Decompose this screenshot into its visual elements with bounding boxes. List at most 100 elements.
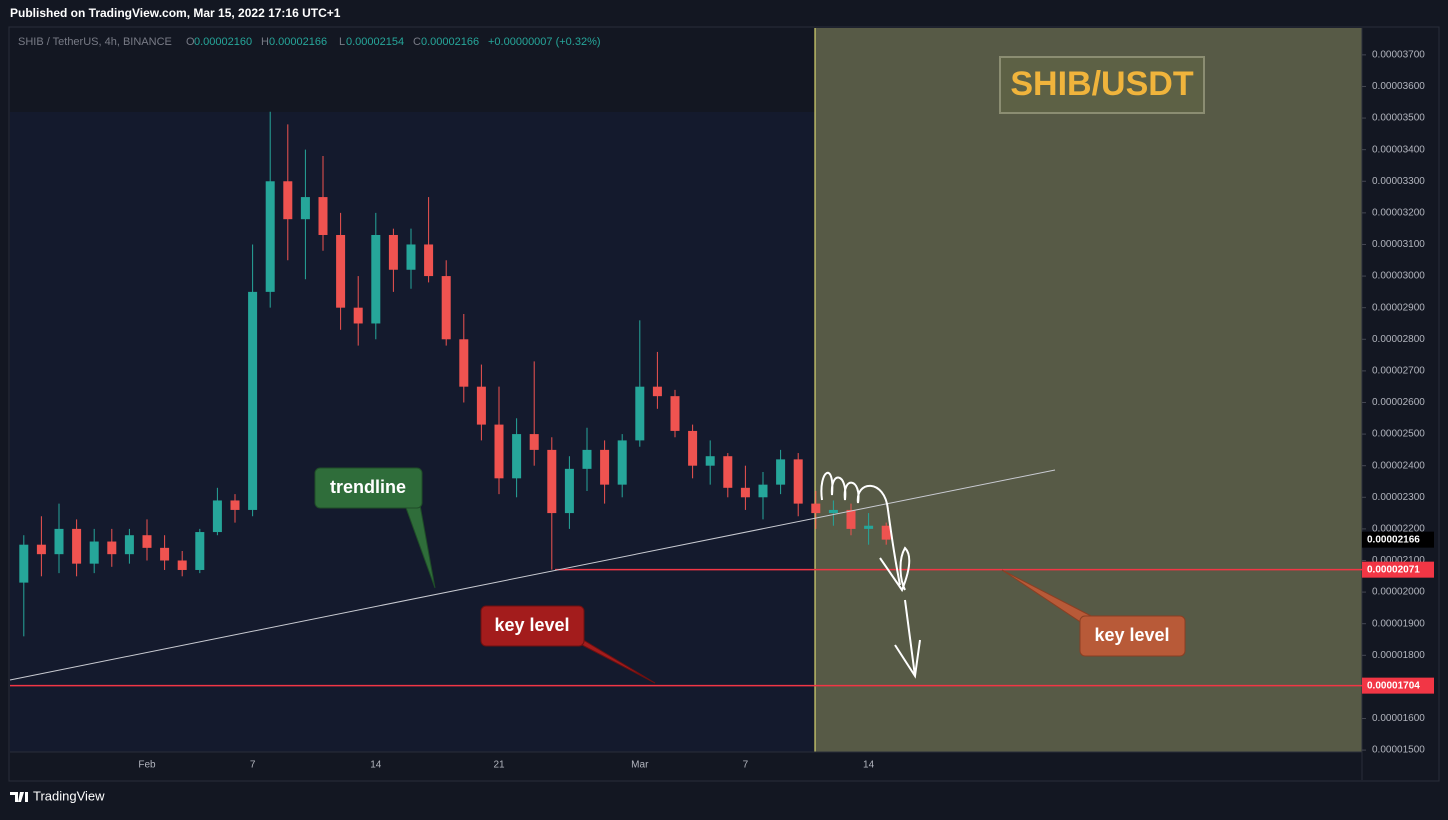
candle-body	[36, 544, 46, 555]
x-tick-label: 14	[370, 760, 382, 771]
legend-value: 0.00002166	[269, 36, 327, 48]
y-tick-label: 0.00002400	[1372, 460, 1425, 471]
x-tick-label: Mar	[631, 760, 649, 771]
candle-body	[828, 509, 838, 514]
candle-body	[758, 484, 768, 498]
price-label-bg	[1362, 531, 1434, 548]
candle-body	[476, 386, 486, 425]
y-tick-label: 0.00002000	[1372, 587, 1425, 598]
candle-body	[512, 434, 522, 479]
title: SHIB/USDT	[1010, 65, 1193, 103]
callout-text: trendline	[330, 477, 406, 497]
candle-body	[617, 440, 627, 485]
price-label: 0.00001704	[1367, 680, 1420, 691]
candle-body	[195, 532, 205, 570]
candle-body	[600, 449, 610, 485]
x-tick-label: 7	[250, 760, 256, 771]
candle-body	[177, 560, 187, 570]
pane-top	[10, 28, 815, 112]
candle-body	[547, 449, 557, 514]
legend-key: O	[186, 36, 195, 48]
x-tick-label: 14	[863, 760, 875, 771]
price-label-bg	[1362, 561, 1434, 578]
y-tick-label: 0.00002200	[1372, 524, 1425, 535]
candle-body	[19, 544, 29, 583]
candle-body	[336, 234, 346, 308]
y-tick-label: 0.00003700	[1372, 50, 1425, 61]
candle-body	[248, 291, 258, 510]
candle-body	[160, 547, 170, 561]
legend-value: 0.00002160	[194, 36, 252, 48]
candle-body	[846, 509, 856, 529]
candle-body	[776, 459, 786, 485]
candle-body	[388, 234, 398, 270]
candle-body	[723, 456, 733, 488]
y-tick-label: 0.00002900	[1372, 302, 1425, 313]
y-tick-label: 0.00002500	[1372, 429, 1425, 440]
trendline	[9, 469, 1056, 681]
title-box	[999, 56, 1205, 114]
y-tick-label: 0.00003100	[1372, 239, 1425, 250]
callout-text: key level	[1094, 625, 1169, 645]
candle-body	[353, 307, 363, 324]
legend: SHIB / TetherUS, 4h, BINANCE O 0.0000216…	[18, 36, 601, 48]
callout	[1079, 615, 1186, 657]
legend-value: 0.00002154	[346, 36, 404, 48]
sketch-arrow	[894, 599, 921, 679]
candle-body	[740, 487, 750, 498]
legend-change: +0.00000007 (+0.32%)	[488, 36, 601, 48]
price-label: 0.00002071	[1367, 564, 1420, 575]
legend-value: 0.00002166	[421, 36, 479, 48]
candle-body	[424, 244, 434, 277]
sketch	[879, 546, 911, 593]
candle-body	[230, 500, 240, 510]
candle-body	[265, 181, 275, 292]
callout-text: key level	[494, 615, 569, 635]
legend-symbol: SHIB / TetherUS, 4h, BINANCE	[18, 36, 172, 48]
y-tick-label: 0.00001600	[1372, 713, 1425, 724]
candle-body	[300, 197, 310, 220]
y-tick-label: 0.00001900	[1372, 618, 1425, 629]
candle-body	[318, 197, 328, 235]
candle-body	[89, 541, 99, 564]
y-tick-label: 0.00003600	[1372, 81, 1425, 92]
candle-body	[459, 339, 469, 387]
y-tick-label: 0.00001500	[1372, 745, 1425, 756]
brand: TradingView	[10, 788, 105, 803]
price-label-bg	[1362, 677, 1434, 694]
candle-body	[212, 500, 222, 533]
callout	[480, 605, 585, 647]
sketch	[820, 472, 901, 586]
x-tick-label: Feb	[138, 760, 156, 771]
candle-body	[688, 430, 698, 466]
y-tick-label: 0.00002100	[1372, 555, 1425, 566]
candle-body	[107, 541, 117, 555]
legend-key: C	[413, 36, 421, 48]
callout	[314, 467, 423, 509]
y-tick-label: 0.00003500	[1372, 113, 1425, 124]
candle-body	[670, 396, 680, 431]
candle-body	[652, 386, 662, 397]
x-tick-label: 21	[493, 760, 505, 771]
y-tick-label: 0.00001800	[1372, 650, 1425, 661]
price-label: 0.00002166	[1367, 534, 1420, 545]
legend-key: H	[261, 36, 269, 48]
candle-body	[564, 468, 574, 514]
y-tick-label: 0.00002600	[1372, 397, 1425, 408]
published-text: Published on TradingView.com, Mar 15, 20…	[10, 6, 341, 20]
plot	[10, 111, 1362, 687]
candle-body	[406, 244, 416, 270]
candle-body	[635, 386, 645, 441]
y-tick-label: 0.00003300	[1372, 176, 1425, 187]
candle-body	[54, 528, 64, 555]
candle-body	[72, 528, 82, 564]
candle-body	[441, 276, 451, 340]
candle-body	[864, 525, 874, 529]
x-tick-label: 7	[743, 760, 749, 771]
candle-body	[811, 503, 821, 514]
frame	[8, 26, 1440, 782]
candle-body	[371, 234, 381, 324]
candle-body	[124, 535, 134, 555]
